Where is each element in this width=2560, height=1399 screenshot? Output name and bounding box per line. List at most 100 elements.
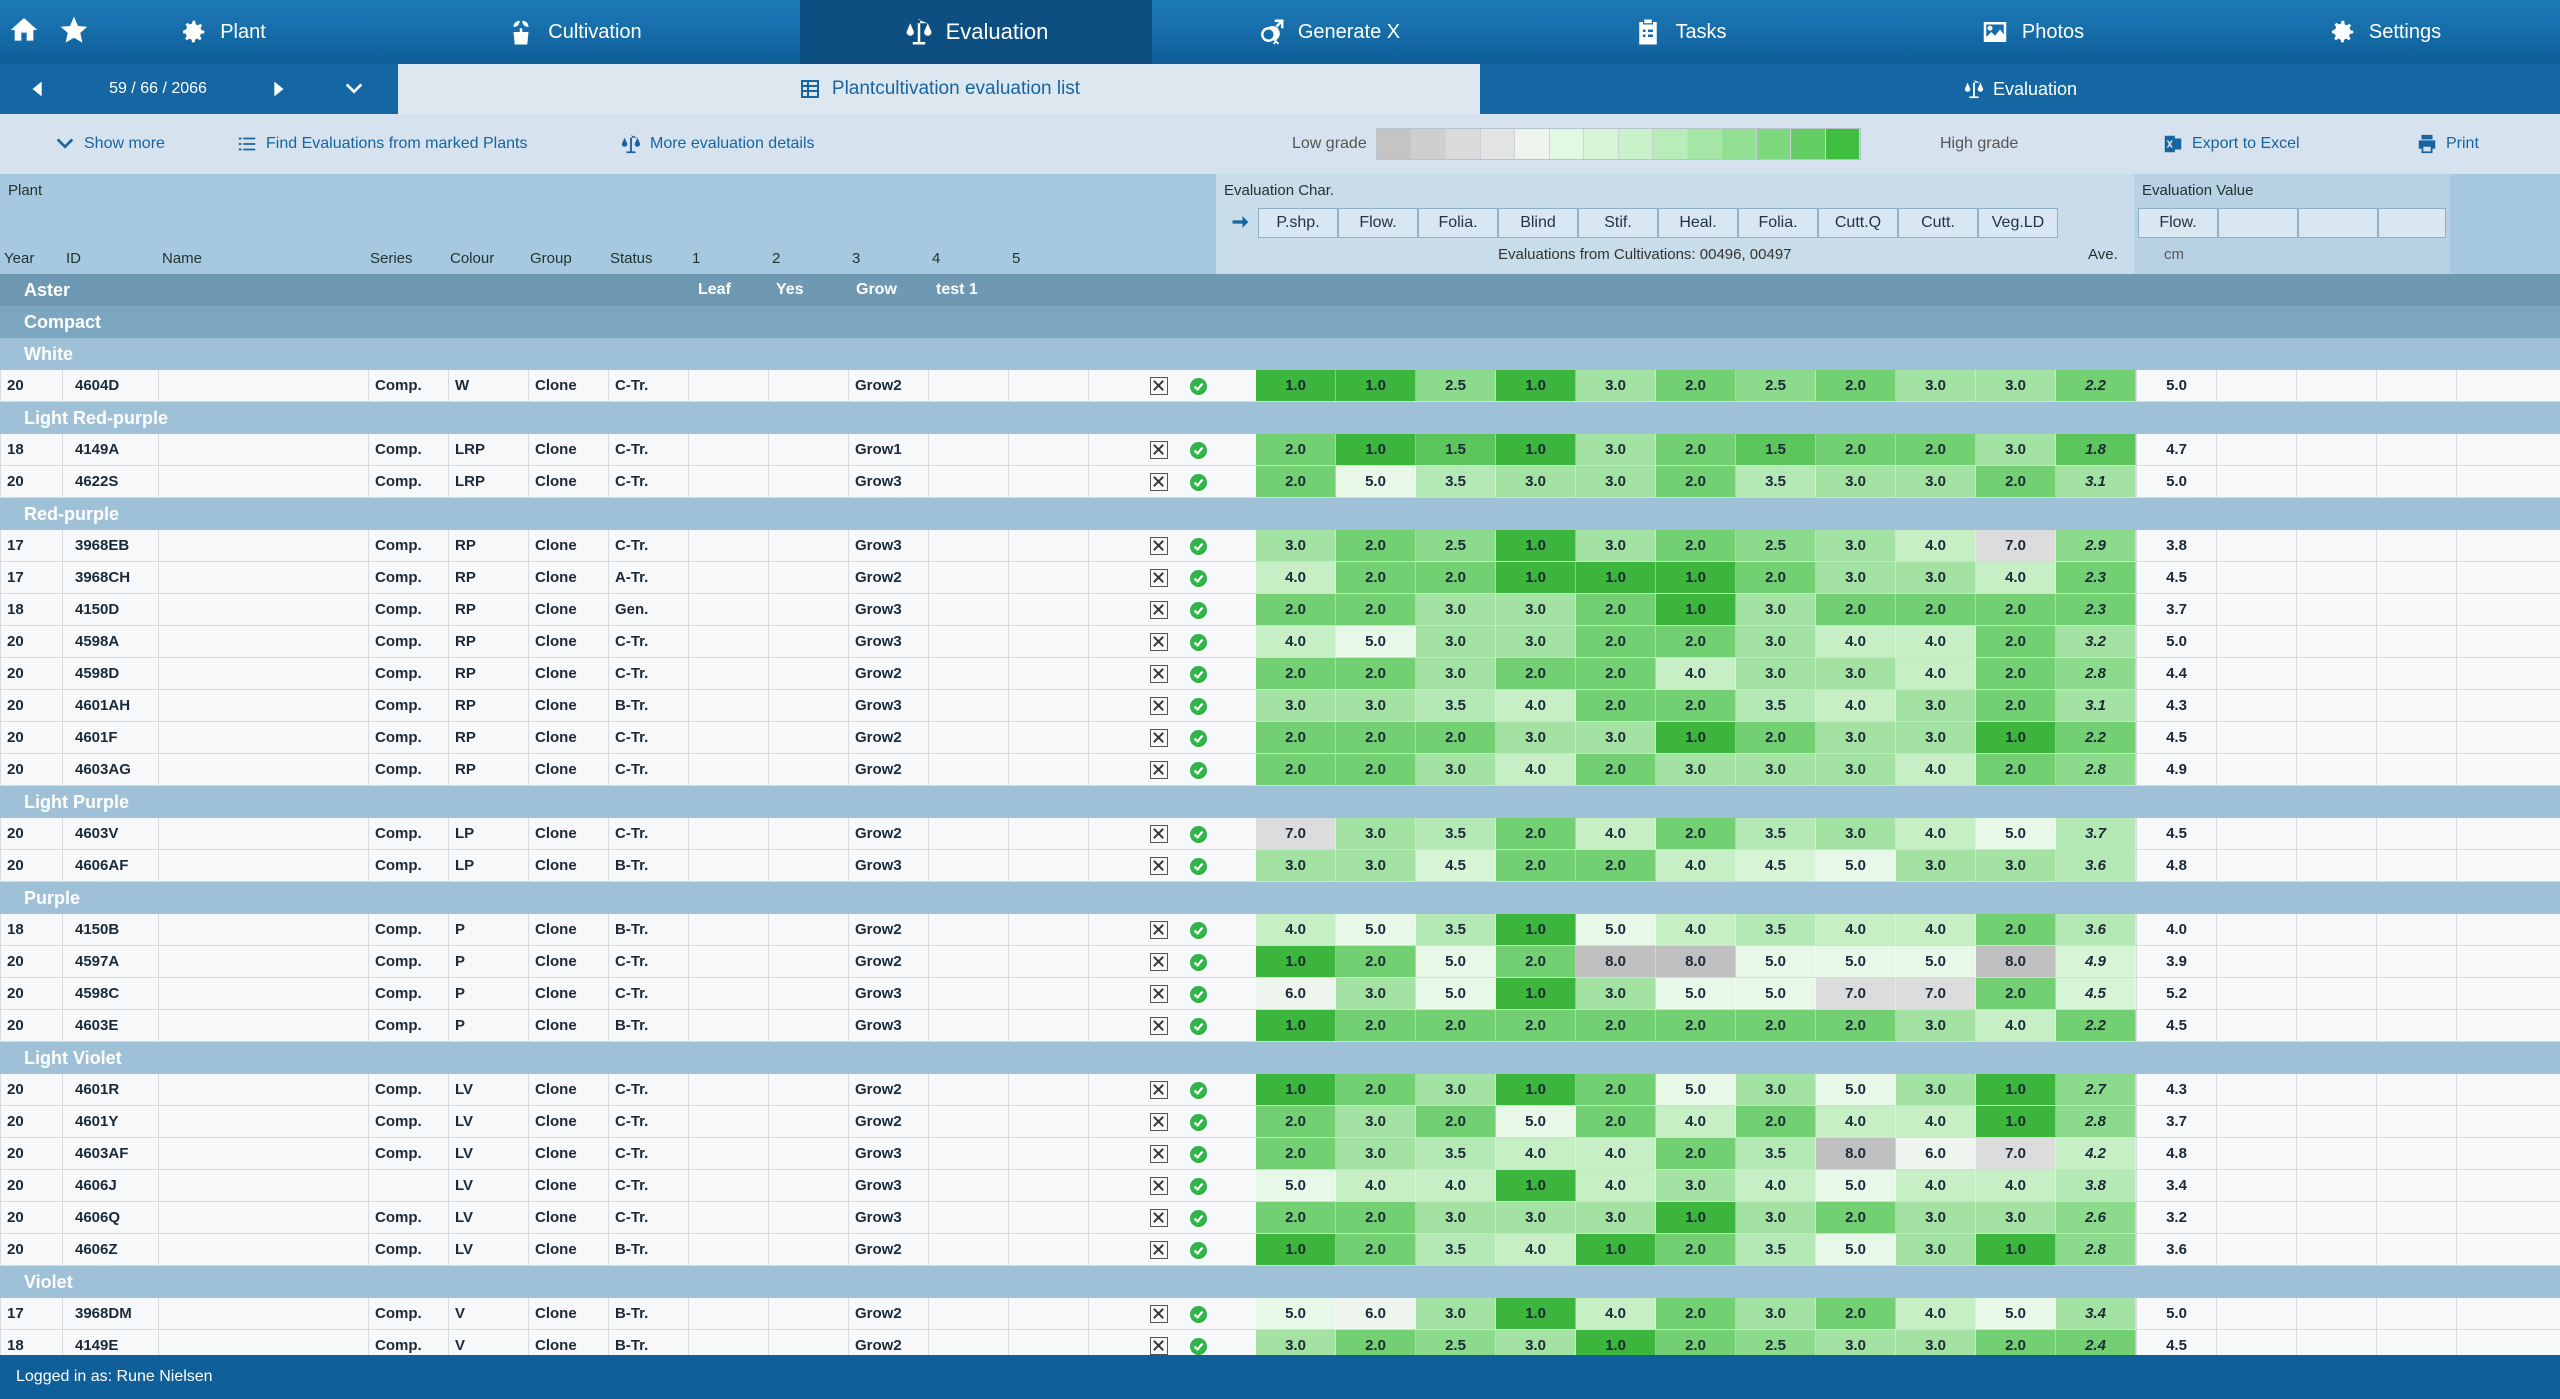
grade-cell[interactable]: 2.0 [1736, 722, 1816, 753]
value-cell-empty[interactable] [2216, 1074, 2296, 1105]
value-cell-empty[interactable] [2376, 626, 2456, 657]
value-col-empty[interactable] [2298, 208, 2378, 238]
grade-cell[interactable]: 3.0 [1976, 1202, 2056, 1233]
grade-cell[interactable]: 2.0 [1656, 1138, 1736, 1169]
table-row[interactable]: 17 3968DM Comp. V Clone B-Tr. Grow2 5.0 6.0 3.0 1.… [0, 1298, 2560, 1330]
table-row[interactable]: 18 4150B Comp. P Clone B-Tr. Grow2 4.0 5.0 3.5 1.0… [0, 914, 2560, 946]
print-button[interactable]: Print [2416, 114, 2479, 174]
grade-cell[interactable]: 3.0 [1816, 562, 1896, 593]
mark-checkbox[interactable] [1150, 377, 1168, 395]
grade-cell[interactable]: 2.0 [1416, 1010, 1496, 1041]
grade-cell[interactable]: 3.0 [1416, 754, 1496, 785]
grade-cell[interactable]: 4.0 [1896, 1170, 1976, 1201]
grade-cell[interactable]: 1.0 [1496, 978, 1576, 1009]
grade-cell[interactable]: 4.0 [1256, 914, 1336, 945]
grade-cell[interactable]: 2.0 [1496, 850, 1576, 881]
grade-cell[interactable]: 7.0 [1976, 1138, 2056, 1169]
grade-cell[interactable]: 4.0 [1896, 1106, 1976, 1137]
value-cell-empty[interactable] [2216, 946, 2296, 977]
grade-cell[interactable]: 3.0 [1896, 466, 1976, 497]
grade-cell[interactable]: 3.0 [1336, 1106, 1416, 1137]
grade-cell[interactable]: 5.0 [1416, 946, 1496, 977]
table-row[interactable]: 20 4603E Comp. P Clone B-Tr. Grow3 1.0 2.0 2.0 2.0… [0, 1010, 2560, 1042]
grade-cell[interactable]: 3.0 [1976, 850, 2056, 881]
grade-cell[interactable]: 3.0 [1256, 850, 1336, 881]
grade-cell[interactable]: 3.0 [1736, 626, 1816, 657]
col-2[interactable]: 2 [772, 250, 781, 267]
value-cell-empty[interactable] [2376, 1074, 2456, 1105]
value-cell-empty[interactable] [2376, 690, 2456, 721]
value-cell-empty[interactable] [2376, 1202, 2456, 1233]
grade-cell[interactable]: 3.0 [1496, 626, 1576, 657]
grade-cell[interactable]: 2.0 [1656, 530, 1736, 561]
value-cell[interactable]: 4.9 [2136, 754, 2216, 785]
grade-cell[interactable]: 4.0 [1896, 530, 1976, 561]
value-cell-empty[interactable] [2456, 946, 2536, 977]
grade-cell[interactable]: 6.0 [1336, 1298, 1416, 1329]
grade-cell[interactable]: 1.0 [1656, 722, 1736, 753]
value-cell-empty[interactable] [2216, 818, 2296, 849]
table-row[interactable]: 18 4150D Comp. RP Clone Gen. Grow3 2.0 2.0 3.0 3.0… [0, 594, 2560, 626]
mark-checkbox[interactable] [1150, 441, 1168, 459]
grade-cell[interactable]: 4.0 [1816, 626, 1896, 657]
value-cell-empty[interactable] [2216, 1170, 2296, 1201]
grade-cell[interactable]: 3.0 [1976, 370, 2056, 401]
value-cell-empty[interactable] [2456, 818, 2536, 849]
grade-cell[interactable]: 4.0 [1816, 1106, 1896, 1137]
value-cell-empty[interactable] [2456, 1202, 2536, 1233]
value-cell-empty[interactable] [2456, 1330, 2536, 1361]
grade-cell[interactable]: 5.0 [1976, 818, 2056, 849]
value-cell[interactable]: 5.0 [2136, 1298, 2216, 1329]
grade-cell[interactable]: 2.0 [1816, 370, 1896, 401]
value-cell-empty[interactable] [2216, 850, 2296, 881]
value-cell-empty[interactable] [2216, 562, 2296, 593]
grade-cell[interactable]: 3.0 [1896, 562, 1976, 593]
tab-evaluation-detail[interactable]: Evaluation [1480, 64, 2560, 114]
grade-cell[interactable]: 2.0 [1576, 1074, 1656, 1105]
grade-cell[interactable]: 2.0 [1736, 1010, 1816, 1041]
grade-cell[interactable]: 2.0 [1336, 594, 1416, 625]
grade-cell[interactable]: 2.0 [1336, 562, 1416, 593]
value-cell-empty[interactable] [2296, 626, 2376, 657]
grade-cell[interactable]: 2.0 [1336, 658, 1416, 689]
grade-cell[interactable]: 5.0 [1896, 946, 1976, 977]
value-cell-empty[interactable] [2296, 1074, 2376, 1105]
grade-cell[interactable]: 1.0 [1496, 434, 1576, 465]
value-cell-empty[interactable] [2376, 914, 2456, 945]
grade-cell[interactable]: 5.0 [1576, 914, 1656, 945]
table-row[interactable]: 17 3968EB Comp. RP Clone C-Tr. Grow3 3.0 2.0 2.5 1… [0, 530, 2560, 562]
grade-cell[interactable]: 2.5 [1736, 370, 1816, 401]
grade-cell[interactable]: 3.5 [1736, 914, 1816, 945]
grade-cell[interactable]: 3.0 [1416, 594, 1496, 625]
grade-cell[interactable]: 3.0 [1896, 690, 1976, 721]
value-col-flow[interactable]: Flow. [2138, 208, 2218, 238]
grade-cell[interactable]: 3.0 [1576, 530, 1656, 561]
grade-cell[interactable]: 1.0 [1256, 946, 1336, 977]
value-cell-empty[interactable] [2456, 434, 2536, 465]
value-cell-empty[interactable] [2216, 914, 2296, 945]
group-header-aster[interactable]: Aster Leaf Yes Grow test 1 [0, 274, 2560, 306]
grade-cell[interactable]: 3.0 [1336, 978, 1416, 1009]
value-cell-empty[interactable] [2456, 530, 2536, 561]
grade-cell[interactable]: 2.0 [1256, 434, 1336, 465]
home-icon[interactable] [8, 14, 40, 51]
grade-cell[interactable]: 4.0 [1896, 626, 1976, 657]
value-cell-empty[interactable] [2296, 722, 2376, 753]
grade-cell[interactable]: 3.0 [1656, 1170, 1736, 1201]
table-row[interactable]: 20 4606AF Comp. LP Clone B-Tr. Grow3 3.0 3.0 4.5 2… [0, 850, 2560, 882]
char-col-9[interactable]: Veg.LD [1978, 208, 2058, 238]
value-cell-empty[interactable] [2456, 466, 2536, 497]
value-cell-empty[interactable] [2376, 1234, 2456, 1265]
grade-cell[interactable]: 2.0 [1976, 466, 2056, 497]
value-cell-empty[interactable] [2456, 978, 2536, 1009]
color-group-header[interactable]: Purple [0, 882, 2560, 914]
char-col-3[interactable]: Blind [1498, 208, 1578, 238]
grade-cell[interactable]: 1.0 [1656, 562, 1736, 593]
tab-plantcultivation-evaluation-list[interactable]: Plantcultivation evaluation list [398, 64, 1480, 114]
grade-cell[interactable]: 5.0 [1816, 1074, 1896, 1105]
value-cell-empty[interactable] [2216, 658, 2296, 689]
value-cell-empty[interactable] [2456, 626, 2536, 657]
char-col-5[interactable]: Heal. [1658, 208, 1738, 238]
grade-cell[interactable]: 6.0 [1896, 1138, 1976, 1169]
value-cell-empty[interactable] [2456, 914, 2536, 945]
